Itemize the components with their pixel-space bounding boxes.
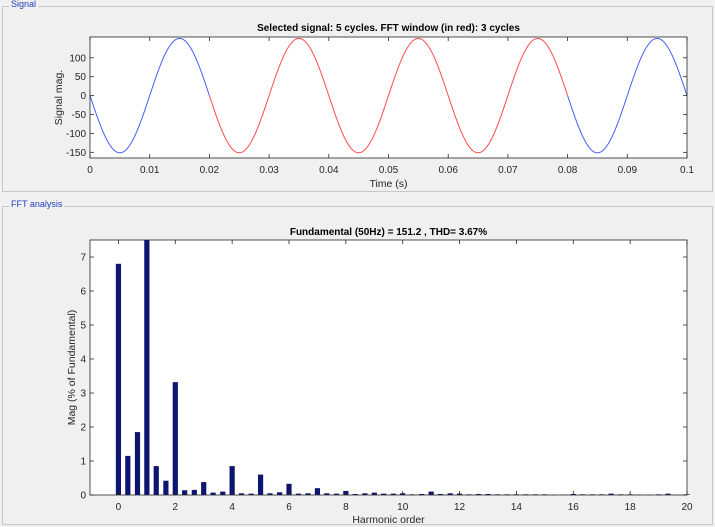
- fft-plot-area: [90, 240, 687, 495]
- signal-y-tick-label: 100: [69, 53, 86, 64]
- signal-chart: 0 0.01 0.02 0.03 0.04 0.05 0.06 0.07 0.08 0.09 0.1…: [53, 23, 694, 190]
- fft-x-tick-label: 10: [397, 502, 409, 513]
- fft-bar: [314, 488, 321, 495]
- fft-x-tick-label: 18: [625, 502, 637, 513]
- fft-bar: [295, 493, 301, 495]
- fft-bar: [220, 491, 226, 495]
- fft-x-tick-label: 4: [229, 502, 235, 513]
- signal-plot-area: [90, 37, 687, 158]
- fft-bar: [153, 466, 159, 495]
- fft-bar: [476, 493, 482, 495]
- fft-bar: [286, 483, 292, 495]
- fft-x-tick-label: 14: [511, 502, 523, 513]
- fft-panel-title: FFT analysis: [9, 199, 65, 209]
- fft-y-tick-label: 4: [80, 355, 86, 366]
- fft-y-tick-label: 1: [80, 457, 86, 468]
- fft-x-tick-label: 20: [681, 502, 693, 513]
- fft-bar: [428, 491, 434, 495]
- fft-bar: [390, 493, 396, 495]
- fft-bar: [229, 466, 235, 495]
- fft-bar: [324, 493, 330, 495]
- signal-x-tick-label: 0: [87, 165, 93, 176]
- fft-chart-title: Fundamental (50Hz) = 151.2 , THD= 3.67%: [290, 227, 487, 238]
- signal-series-outside-window-0: [89, 37, 210, 154]
- fft-x-axis-label: Harmonic order: [352, 514, 425, 524]
- fft-bar: [125, 455, 131, 495]
- fft-x-tick-label: 12: [454, 502, 466, 513]
- fft-bar: [182, 490, 188, 495]
- fft-bar: [163, 480, 169, 495]
- signal-series-outside-window-2: [567, 37, 688, 154]
- fft-x-tick-label: 16: [568, 502, 580, 513]
- fft-bar: [172, 382, 178, 495]
- fft-bar: [437, 493, 444, 495]
- signal-x-tick-label: 0.1: [680, 165, 694, 176]
- fft-x-tick-label: 0: [116, 502, 122, 513]
- fft-bar: [277, 492, 283, 495]
- fft-y-tick-label: 0: [80, 491, 86, 502]
- fft-y-tick-label: 3: [80, 389, 86, 400]
- signal-panel: Signal 0 0.01 0.02 0.03 0.04 0.05 0.06 0.07 0.08…: [2, 0, 713, 192]
- signal-chart-title: Selected signal: 5 cycles. FFT window (i…: [257, 23, 520, 34]
- fft-y-tick-label: 2: [80, 423, 86, 434]
- fft-bar: [371, 492, 377, 495]
- fft-bar: [248, 493, 254, 495]
- fft-bar: [447, 493, 453, 495]
- signal-x-tick-label: 0.05: [379, 165, 399, 176]
- signal-x-tick-label: 0.04: [319, 165, 339, 176]
- fft-bar: [257, 474, 264, 495]
- fft-x-tick-label: 8: [343, 502, 349, 513]
- signal-y-tick-label: 0: [80, 91, 86, 102]
- fft-axes-box: [89, 239, 688, 496]
- signal-x-tick-label: 0.07: [498, 165, 518, 176]
- fft-bar: [191, 489, 197, 495]
- signal-x-tick-label: 0.09: [618, 165, 638, 176]
- signal-x-tick-label: 0.02: [200, 165, 220, 176]
- signal-y-tick-label: 50: [75, 72, 87, 83]
- fft-y-tick-label: 6: [80, 287, 86, 298]
- fft-bar: [210, 492, 216, 495]
- fft-bar: [419, 493, 425, 495]
- signal-y-tick-label: -100: [66, 129, 86, 140]
- fft-bar: [665, 493, 671, 495]
- signal-y-tick-label: -50: [72, 110, 87, 121]
- fft-bar: [115, 263, 122, 495]
- fft-y-axis-label: Mag (% of Fundamental): [66, 310, 78, 426]
- fft-bar: [134, 432, 141, 495]
- fft-panel: FFT analysis 0 2 4 6 8 10 12 14 16 18 20 0 1 2 3 4 5 6 7 Fu…: [2, 199, 713, 525]
- fft-bar: [267, 493, 273, 495]
- fft-bar: [352, 493, 358, 495]
- signal-y-tick-label: -150: [66, 148, 86, 159]
- fft-y-tick-label: 5: [80, 321, 86, 332]
- signal-series-fft-window-1: [208, 37, 569, 154]
- signal-x-tick-label: 0.03: [259, 165, 279, 176]
- signal-x-tick-label: 0.08: [558, 165, 578, 176]
- fft-x-tick-label: 6: [286, 502, 292, 513]
- fft-bar: [305, 493, 311, 495]
- signal-x-tick-label: 0.01: [140, 165, 160, 176]
- fft-bar: [201, 482, 207, 495]
- signal-y-axis-label: Signal mag.: [53, 70, 65, 125]
- fft-bar: [362, 493, 368, 495]
- signal-x-tick-label: 0.06: [438, 165, 458, 176]
- fft-bar: [608, 493, 614, 495]
- signal-panel-title: Signal: [9, 0, 39, 9]
- fft-bar: [485, 493, 491, 495]
- fft-bar: [333, 493, 340, 495]
- fft-y-tick-label: 7: [80, 253, 86, 264]
- signal-x-axis-label: Time (s): [369, 178, 407, 190]
- fft-bar: [381, 493, 387, 495]
- fft-x-tick-label: 2: [173, 502, 179, 513]
- fft-bar: [238, 493, 245, 495]
- fft-bar: [144, 240, 150, 495]
